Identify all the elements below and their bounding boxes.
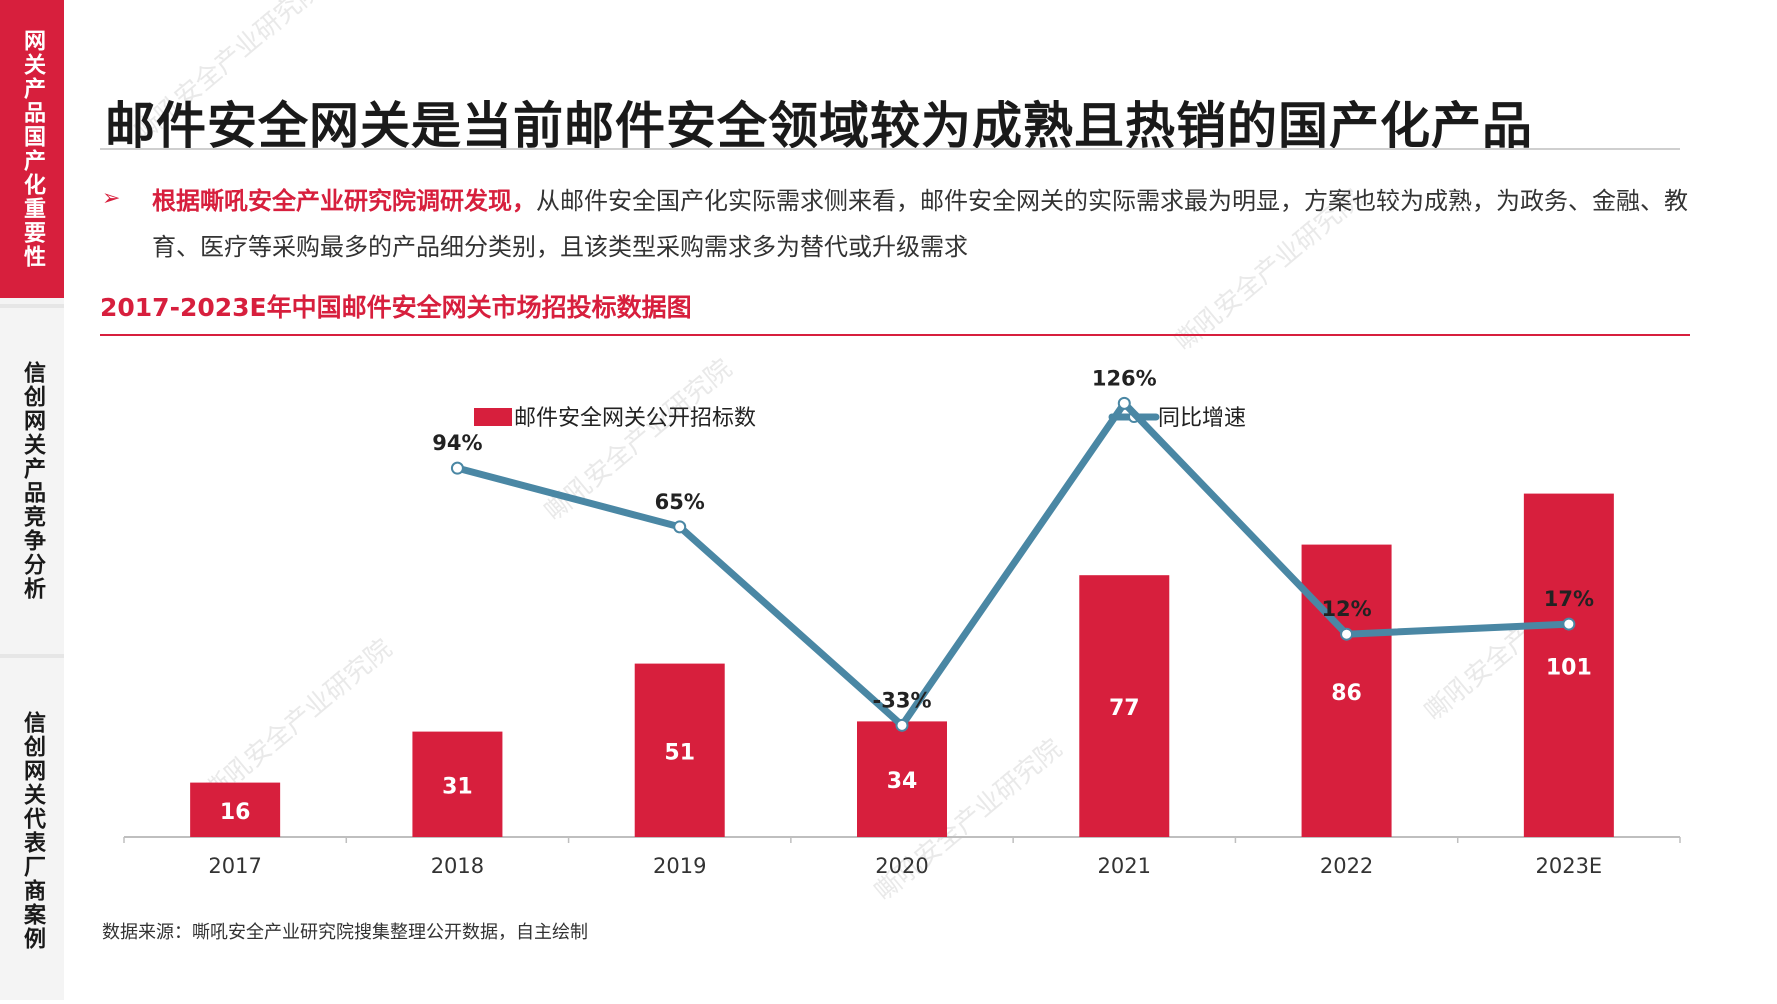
nav-item-label: 信创网关代表厂商案例 [20, 711, 45, 951]
description-highlight: 根据嘶吼安全产业研究院调研发现， [152, 187, 536, 215]
growth-rate-point [673, 520, 687, 534]
nav-item-label: 信创网关产品竞争分析 [20, 361, 45, 601]
bar-value-label: 86 [1331, 681, 1362, 706]
chart-title-divider [100, 334, 1690, 336]
growth-rate-point [1562, 617, 1576, 631]
nav-item-importance[interactable]: 网关产品国产化重要性 [0, 0, 64, 298]
bar-value-label: 77 [1109, 696, 1140, 721]
bar-value-label: 51 [664, 740, 695, 765]
bar [1301, 544, 1392, 837]
growth-rate-point [1340, 627, 1354, 641]
page-title: 邮件安全网关是当前邮件安全领域较为成熟且热销的国产化产品 [105, 97, 1533, 155]
x-tick-label: 2017 [208, 854, 261, 878]
bar-value-label: 34 [887, 769, 918, 794]
growth-rate-point [1117, 396, 1131, 410]
growth-rate-label: 94% [432, 431, 482, 455]
data-source-note: 数据来源：嘶吼安全产业研究院搜集整理公开数据，自主绘制 [102, 922, 588, 943]
x-tick-label: 2020 [875, 854, 928, 878]
bullet-arrow-icon: ➢ [102, 186, 121, 211]
growth-rate-line [453, 399, 1573, 729]
description-text: 从邮件安全国产化实际需求侧来看，邮件安全网关的实际需求最为明显，方案也较为成熟，… [152, 187, 1688, 261]
bar [1079, 575, 1170, 837]
bar [634, 663, 725, 837]
growth-rate-point [450, 461, 464, 475]
bar [1523, 493, 1614, 837]
growth-rate-point [895, 718, 909, 732]
legend-bar-label: 邮件安全网关公开招标数 [514, 406, 756, 431]
nav-item-vendor-cases[interactable]: 信创网关代表厂商案例 [0, 654, 64, 1004]
bar-value-label: 101 [1546, 655, 1592, 680]
legend-line-label: 同比增速 [1158, 406, 1246, 431]
bar-value-label: 31 [442, 774, 473, 799]
bar-value-label: 16 [220, 800, 251, 825]
growth-rate-label: 65% [655, 490, 705, 514]
x-tick-label: 2019 [653, 854, 706, 878]
bar [857, 721, 947, 837]
growth-rate-label: 12% [1321, 597, 1371, 621]
description-paragraph: 根据嘶吼安全产业研究院调研发现，从邮件安全国产化实际需求侧来看，邮件安全网关的实… [152, 178, 1692, 270]
growth-rate-label: -33% [873, 688, 932, 712]
growth-rate-label: 17% [1544, 587, 1594, 611]
bar [412, 731, 503, 837]
x-tick-label: 2023E [1535, 854, 1602, 878]
x-tick-label: 2022 [1320, 854, 1373, 878]
nav-item-competition[interactable]: 信创网关产品竞争分析 [0, 304, 64, 654]
bar [190, 782, 281, 837]
x-tick-label: 2021 [1098, 854, 1151, 878]
nav-item-label: 网关产品国产化重要性 [20, 29, 45, 269]
title-divider [100, 148, 1680, 150]
side-navigation: 网关产品国产化重要性 信创网关产品竞争分析 信创网关代表厂商案例 [0, 0, 64, 1000]
legend-bar-swatch [474, 408, 512, 426]
x-tick-label: 2018 [431, 854, 484, 878]
chart-title: 2017-2023E年中国邮件安全网关市场招投标数据图 [100, 293, 692, 322]
growth-rate-label: 126% [1092, 366, 1157, 390]
